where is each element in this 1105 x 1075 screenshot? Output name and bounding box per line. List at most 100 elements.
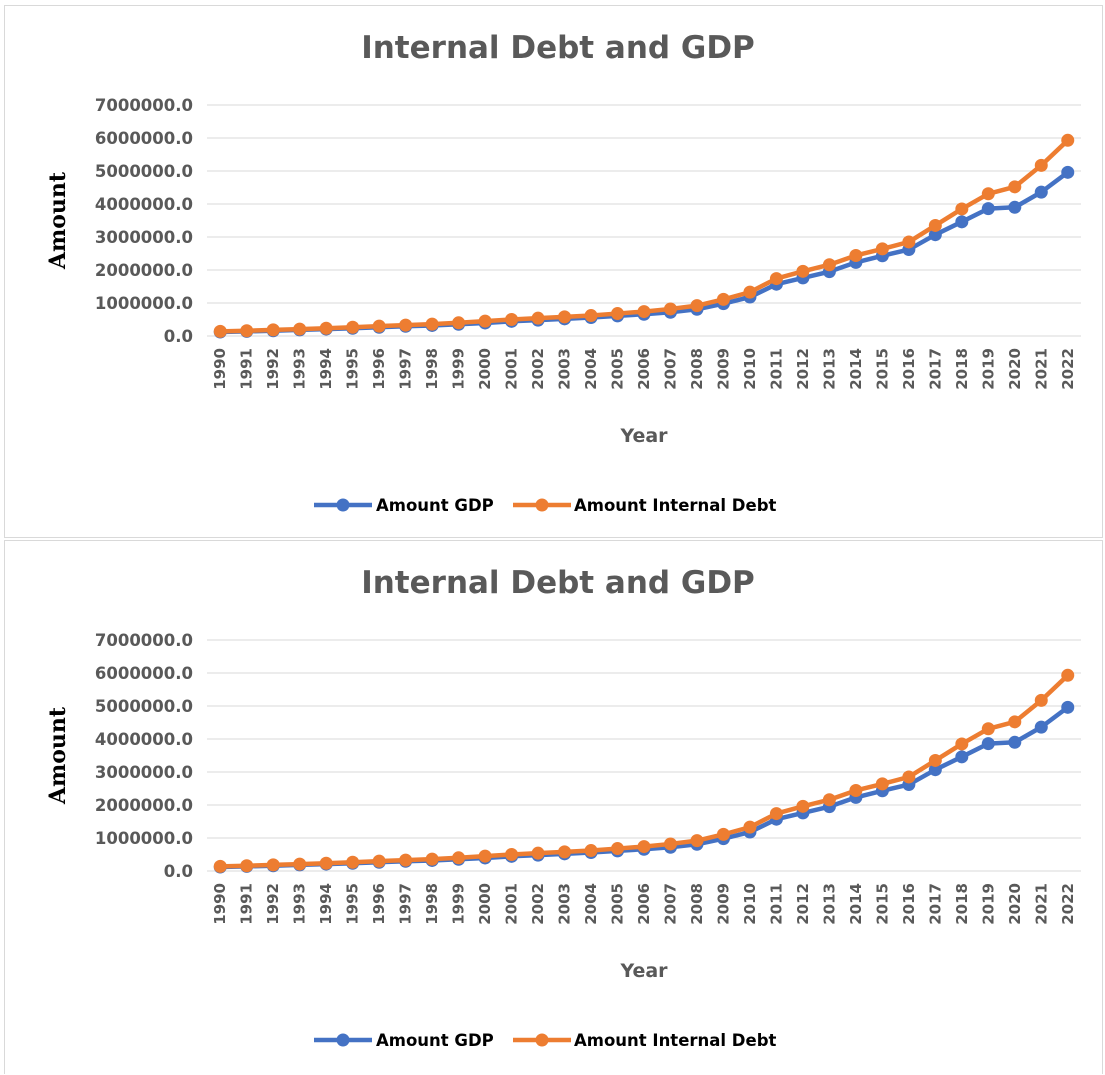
- x-tick-label: 2018: [953, 883, 971, 925]
- data-point: [875, 777, 889, 791]
- data-point: [955, 737, 969, 751]
- data-point: [663, 302, 677, 316]
- data-point: [399, 318, 413, 332]
- data-point: [849, 783, 863, 797]
- data-point: [425, 852, 439, 866]
- x-tick-label: 2020: [1006, 348, 1024, 390]
- data-point: [558, 845, 572, 859]
- x-tick-label: 2009: [714, 348, 732, 390]
- data-point: [796, 799, 810, 813]
- x-tick-label: 2018: [953, 348, 971, 390]
- x-tick-label: 1994: [317, 348, 335, 390]
- x-tick-label: 1991: [238, 348, 256, 390]
- x-tick-label: 1992: [264, 883, 282, 925]
- data-point: [399, 853, 413, 867]
- x-tick-label: 1999: [450, 883, 468, 925]
- y-tick-label: 5000000.0: [95, 697, 193, 716]
- data-point: [293, 857, 307, 871]
- data-point: [822, 258, 836, 272]
- data-point: [478, 314, 492, 328]
- y-tick-label: 0.0: [164, 862, 193, 881]
- x-tick-label: 1994: [317, 883, 335, 925]
- data-point: [1034, 185, 1048, 199]
- data-point: [558, 310, 572, 324]
- data-point: [1061, 668, 1075, 682]
- x-axis-label: Year: [619, 960, 668, 982]
- x-tick-label: 2008: [688, 883, 706, 925]
- data-point: [1034, 693, 1048, 707]
- x-tick-label: 1995: [344, 348, 362, 390]
- legend-marker: [336, 498, 350, 512]
- data-point: [505, 313, 519, 326]
- x-tick-label: 2003: [556, 883, 574, 925]
- data-point: [531, 311, 545, 325]
- x-tick-label: 2007: [661, 883, 679, 925]
- data-point: [902, 235, 916, 249]
- data-point: [637, 305, 651, 319]
- data-point: [266, 323, 280, 337]
- y-tick-label: 1000000.0: [95, 294, 193, 313]
- legend-marker: [535, 1033, 549, 1047]
- y-tick-label: 3000000.0: [95, 228, 193, 247]
- y-tick-label: 6000000.0: [95, 664, 193, 683]
- legend-marker: [336, 1033, 350, 1047]
- data-point: [663, 837, 677, 851]
- data-point: [955, 750, 969, 764]
- x-tick-label: 2012: [794, 883, 812, 925]
- data-point: [743, 820, 757, 834]
- data-point: [716, 292, 730, 306]
- data-point: [452, 316, 466, 330]
- chart-panel-bottom: Internal Debt and GDP 0.0 1000000.0 2000000…: [4, 540, 1103, 1074]
- data-point: [955, 202, 969, 216]
- data-point: [928, 218, 942, 232]
- data-point: [1008, 715, 1022, 729]
- y-tick-label: 1000000.0: [95, 829, 193, 848]
- x-tick-label: 2020: [1006, 883, 1024, 925]
- y-tick-label: 3000000.0: [95, 763, 193, 782]
- x-tick-label: 2017: [926, 883, 944, 925]
- x-tick-label: 2021: [1032, 348, 1050, 390]
- data-point: [981, 202, 995, 216]
- x-tick-label: 2003: [556, 348, 574, 390]
- data-point: [796, 264, 810, 278]
- x-tick-label: 2013: [820, 883, 838, 925]
- y-tick-label: 4000000.0: [95, 195, 193, 214]
- y-tick-label: 6000000.0: [95, 129, 193, 148]
- data-point: [1061, 700, 1075, 714]
- x-tick-label: 1993: [291, 348, 309, 390]
- x-tick-label: 2006: [635, 883, 653, 925]
- legend-marker: [535, 498, 549, 512]
- x-tick-label: 2005: [609, 348, 627, 390]
- x-tick-label: 2011: [767, 348, 785, 390]
- legend-label: Amount GDP: [376, 1031, 494, 1050]
- x-tick-label: 2002: [529, 348, 547, 390]
- data-point: [213, 859, 227, 873]
- x-tick-label: 1996: [370, 883, 388, 925]
- x-axis-label: Year: [619, 425, 668, 447]
- x-tick-label: 1995: [344, 883, 362, 925]
- x-tick-label: 1991: [238, 883, 256, 925]
- legend-label: Amount Internal Debt: [574, 496, 777, 515]
- x-tick-label: 1990: [211, 348, 229, 390]
- x-tick-label: 2007: [661, 348, 679, 390]
- data-point: [1008, 735, 1022, 749]
- y-tick-label: 2000000.0: [95, 261, 193, 280]
- line-chart: Internal Debt and GDP 0.0 1000000.0 2000000…: [45, 30, 1081, 515]
- data-point: [955, 215, 969, 229]
- x-tick-label: 2017: [926, 348, 944, 390]
- y-tick-label: 0.0: [164, 327, 193, 346]
- data-point: [928, 763, 942, 777]
- x-tick-label: 2006: [635, 348, 653, 390]
- x-tick-label: 2000: [476, 883, 494, 925]
- data-point: [743, 285, 757, 299]
- data-point: [1061, 133, 1075, 147]
- x-tick-label: 2004: [582, 883, 600, 925]
- y-tick-label: 7000000.0: [95, 96, 193, 115]
- x-tick-label: 2002: [529, 883, 547, 925]
- data-point: [981, 187, 995, 201]
- x-tick-label: 2004: [582, 348, 600, 390]
- x-tick-label: 1996: [370, 348, 388, 390]
- data-point: [372, 854, 386, 868]
- x-tick-label: 2016: [900, 348, 918, 390]
- y-tick-label: 4000000.0: [95, 730, 193, 749]
